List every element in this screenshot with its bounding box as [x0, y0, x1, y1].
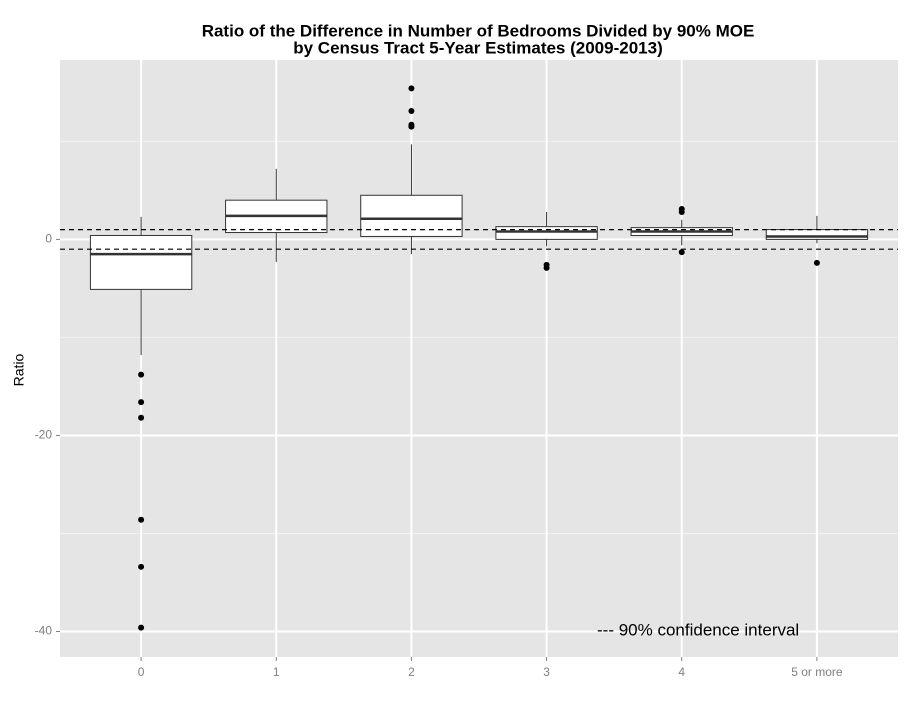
outlier	[138, 624, 145, 631]
y-tick-label: -40	[35, 624, 53, 638]
x-tick-label: 4	[678, 665, 685, 679]
outlier	[678, 208, 685, 215]
outlier	[138, 371, 145, 378]
box	[765, 229, 869, 240]
outlier	[138, 516, 145, 523]
x-tick-label: 0	[138, 665, 145, 679]
outlier	[408, 123, 415, 130]
chart-title: Ratio of the Difference in Number of Bed…	[202, 21, 755, 40]
chart-title: by Census Tract 5-Year Estimates (2009-2…	[293, 38, 662, 57]
box	[495, 226, 598, 240]
outlier	[408, 107, 415, 114]
box	[89, 234, 193, 290]
y-tick-label: 0	[45, 232, 52, 246]
x-tick-label: 5 or more	[791, 665, 843, 679]
x-tick-label: 1	[273, 665, 280, 679]
panel	[60, 60, 898, 657]
outlier	[543, 264, 550, 271]
outlier	[678, 249, 685, 256]
x-tick-label: 2	[408, 665, 415, 679]
annotation: --- 90% confidence interval	[597, 620, 799, 639]
outlier	[138, 563, 145, 570]
outlier	[138, 399, 145, 406]
box	[360, 194, 463, 237]
y-tick-label: -20	[35, 428, 53, 442]
y-axis-label: Ratio	[11, 353, 27, 386]
outlier	[813, 259, 820, 266]
outlier	[408, 85, 415, 92]
outlier	[138, 414, 145, 421]
x-tick-label: 3	[543, 665, 550, 679]
